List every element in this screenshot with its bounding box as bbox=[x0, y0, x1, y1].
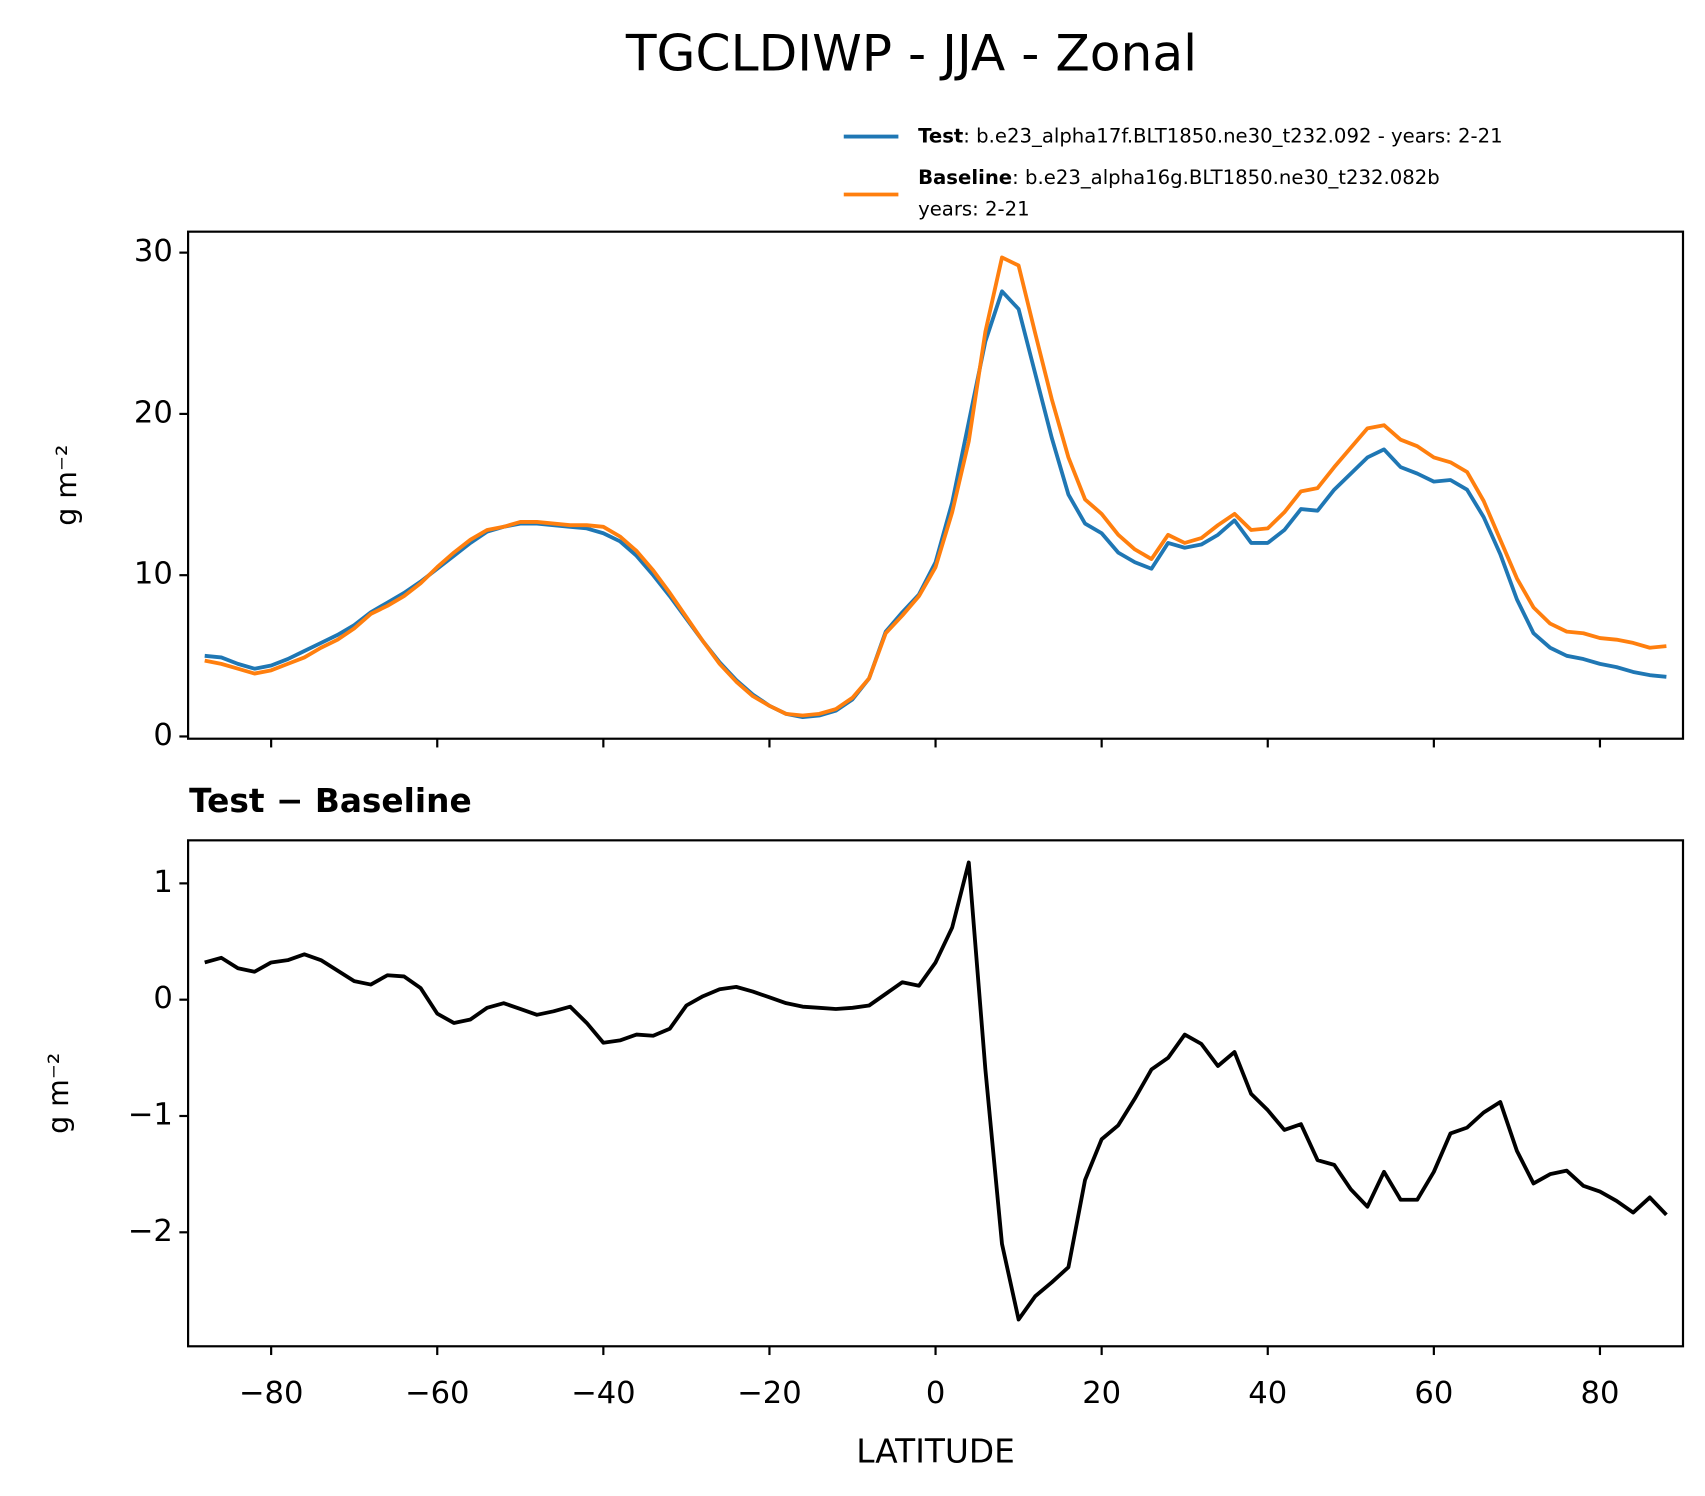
legend-description: years: 2-21 bbox=[918, 197, 1030, 220]
series-line bbox=[204, 255, 1667, 718]
x-tick-label: 20 bbox=[1082, 1376, 1121, 1411]
chart-title: TGCLDIWP - JJA - Zonal bbox=[625, 23, 1197, 82]
x-tick-label: −60 bbox=[405, 1376, 470, 1411]
series-line bbox=[204, 860, 1668, 1322]
x-tick-label: 0 bbox=[926, 1376, 945, 1411]
y-tick-label: −2 bbox=[128, 1214, 173, 1249]
legend-entry: Baseline: b.e23_alpha16g.BLT1850.ne30_t2… bbox=[918, 166, 1440, 189]
y-tick-label: 1 bbox=[153, 865, 172, 900]
y-tick-label: 0 bbox=[153, 718, 172, 753]
y-tick-label: 20 bbox=[134, 395, 173, 430]
y-axis-label: g m⁻² bbox=[50, 445, 83, 526]
y-tick-label: −1 bbox=[128, 1097, 173, 1132]
x-tick-label: −20 bbox=[737, 1376, 802, 1411]
panel-title: Test − Baseline bbox=[189, 782, 471, 820]
axes-frame bbox=[187, 230, 1685, 740]
x-axis-label: LATITUDE bbox=[856, 1432, 1014, 1470]
legend-name: Test bbox=[918, 124, 963, 147]
legend-name: Baseline bbox=[918, 166, 1012, 189]
x-tick-label: 60 bbox=[1414, 1376, 1453, 1411]
series-line bbox=[204, 289, 1667, 720]
y-tick-label: 30 bbox=[134, 234, 173, 269]
x-tick-label: −40 bbox=[571, 1376, 636, 1411]
legend-entry: Test: b.e23_alpha17f.BLT1850.ne30_t232.0… bbox=[918, 124, 1503, 147]
y-axis-label: g m⁻² bbox=[42, 1053, 75, 1134]
x-tick-label: 80 bbox=[1580, 1376, 1619, 1411]
y-tick-label: 0 bbox=[153, 981, 172, 1016]
legend-description: : b.e23_alpha16g.BLT1850.ne30_t232.082b bbox=[1012, 166, 1440, 189]
x-tick-label: 40 bbox=[1248, 1376, 1287, 1411]
y-tick-label: 10 bbox=[134, 557, 173, 592]
legend-description: : b.e23_alpha17f.BLT1850.ne30_t232.092 -… bbox=[963, 124, 1502, 147]
x-tick-label: −80 bbox=[239, 1376, 304, 1411]
axes-frame bbox=[187, 839, 1685, 1348]
